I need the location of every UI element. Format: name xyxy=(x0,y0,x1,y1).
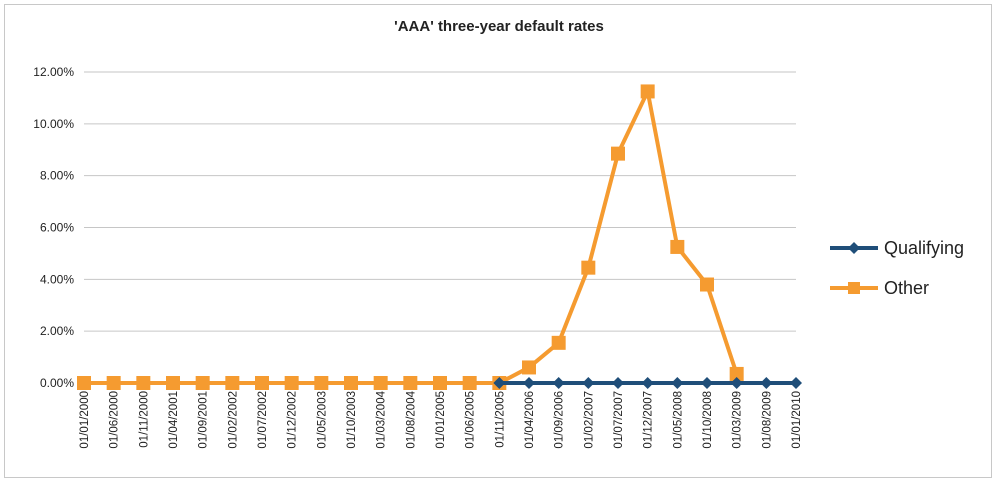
legend-swatch-other xyxy=(830,282,878,294)
data-point-other xyxy=(225,376,240,390)
x-tick-label: 01/10/2003 xyxy=(346,391,358,449)
data-point-qualifying xyxy=(730,377,743,389)
x-tick-label: 01/01/2000 xyxy=(79,391,91,449)
x-tick-label: 01/12/2007 xyxy=(643,391,655,449)
x-tick-label: 01/03/2004 xyxy=(376,390,388,448)
y-tick-label: 12.00% xyxy=(33,65,74,79)
data-point-other xyxy=(433,376,447,390)
x-tick-label: 01/08/2009 xyxy=(761,391,773,449)
data-point-other xyxy=(611,146,625,161)
x-tick-label: 01/11/2000 xyxy=(138,391,150,448)
data-point-qualifying xyxy=(760,377,773,389)
data-point-other xyxy=(373,376,388,390)
y-tick-label: 0.00% xyxy=(40,376,74,390)
x-tick-label: 01/03/2009 xyxy=(732,391,744,449)
x-tick-label: 01/05/2008 xyxy=(672,391,684,449)
x-tick-label: 01/10/2008 xyxy=(702,391,714,449)
series-line-other xyxy=(84,89,739,385)
legend-item-other: Other xyxy=(830,268,964,308)
y-tick-label: 8.00% xyxy=(40,169,74,183)
data-point-qualifying xyxy=(612,377,624,389)
legend-label-other: Other xyxy=(884,277,930,298)
data-point-qualifying xyxy=(701,377,713,389)
data-point-other xyxy=(106,376,121,390)
data-point-qualifying xyxy=(641,377,654,389)
data-point-other xyxy=(551,335,566,350)
x-tick-label: 01/04/2006 xyxy=(524,391,536,449)
legend: Qualifying Other xyxy=(830,228,964,308)
x-tick-label: 01/11/2005 xyxy=(494,391,506,448)
y-tick-label: 10.00% xyxy=(33,117,74,131)
data-point-other xyxy=(344,376,358,390)
data-point-other xyxy=(314,376,329,390)
data-point-other xyxy=(462,376,477,390)
data-point-other xyxy=(284,376,299,390)
x-tick-label: 01/08/2004 xyxy=(405,390,417,448)
legend-item-qualifying: Qualifying xyxy=(830,228,964,268)
x-tick-label: 01/12/2002 xyxy=(287,391,299,449)
data-point-other xyxy=(136,376,151,390)
data-point-other xyxy=(729,366,744,381)
data-point-other xyxy=(77,376,91,390)
x-tick-label: 01/06/2005 xyxy=(465,391,477,449)
data-point-qualifying xyxy=(523,377,535,389)
x-axis-ticks: 01/01/2000 01/06/2000 01/11/2000 01/04/2001… xyxy=(79,383,803,449)
legend-label-qualifying: Qualifying xyxy=(884,237,965,258)
data-point-other xyxy=(255,376,269,390)
x-tick-label: 01/01/2005 xyxy=(435,391,447,449)
x-tick-label: 01/06/2000 xyxy=(109,391,121,449)
y-tick-label: 4.00% xyxy=(40,272,74,286)
y-tick-label: 6.00% xyxy=(40,221,74,235)
data-point-qualifying xyxy=(671,377,684,389)
data-point-other xyxy=(640,84,655,99)
data-point-other xyxy=(581,260,596,275)
data-point-qualifying xyxy=(582,377,595,389)
x-tick-label: 01/05/2003 xyxy=(316,391,328,449)
y-tick-label: 2.00% xyxy=(40,324,74,338)
y-axis-ticks: 0.00% 2.00% 4.00% 6.00% 8.00% 10.00% 12.00% xyxy=(33,65,74,390)
data-point-qualifying xyxy=(493,377,506,389)
data-point-other xyxy=(195,376,210,390)
x-tick-label: 01/02/2002 xyxy=(227,391,239,449)
data-point-other xyxy=(522,360,536,375)
x-tick-label: 01/09/2006 xyxy=(554,391,566,449)
data-point-qualifying xyxy=(552,377,565,389)
x-tick-label: 01/07/2007 xyxy=(613,391,625,449)
data-point-qualifying xyxy=(790,377,802,389)
x-tick-label: 01/07/2002 xyxy=(257,391,269,449)
data-point-other xyxy=(166,376,180,390)
x-tick-label: 01/09/2001 xyxy=(198,391,210,449)
data-point-other xyxy=(700,277,714,292)
chart-title: 'AAA' three-year default rates xyxy=(394,18,604,35)
data-point-other xyxy=(403,376,418,390)
x-tick-label: 01/02/2007 xyxy=(583,391,595,449)
x-tick-label: 01/04/2001 xyxy=(168,391,180,449)
series-lines xyxy=(77,84,802,390)
legend-swatch-qualifying xyxy=(830,242,878,254)
chart-frame xyxy=(4,4,992,478)
gridlines xyxy=(84,71,796,384)
x-tick-label: 01/01/2010 xyxy=(791,391,803,449)
data-point-other xyxy=(670,239,685,254)
